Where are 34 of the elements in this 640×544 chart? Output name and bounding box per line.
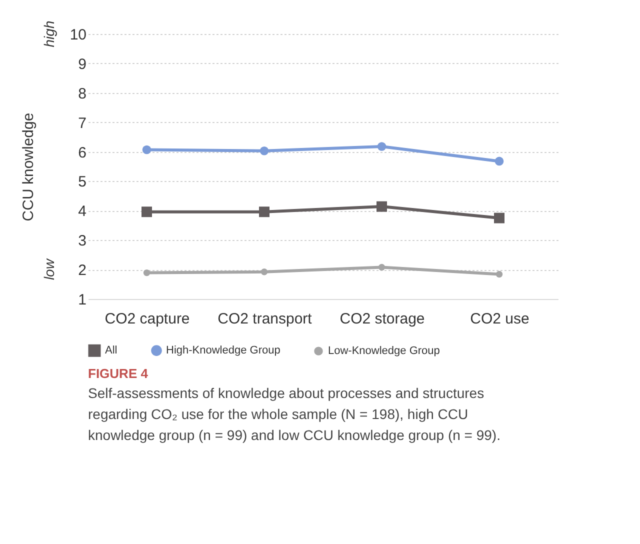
point [496, 270, 503, 278]
legend-label: All [105, 344, 118, 357]
y-tick-label: 8 [78, 85, 86, 102]
y-tick-label: 1 [78, 292, 86, 308]
x-tick-label: CO2 capture [104, 310, 190, 328]
point [143, 269, 150, 276]
point [142, 145, 152, 154]
x-tick-label: CO2 use [470, 310, 530, 328]
legend-label: Low-Knowledge Group [328, 345, 440, 358]
text: Self-assessments of knowledge about processes and structures regarding CO₂ use for the whole sample (N = 198), high CCU knowledge group (n = 99) and low CCU knowledge group (n = 99). [88, 385, 500, 443]
point [494, 156, 504, 166]
y-tick-label: 9 [78, 56, 86, 73]
y-tick-label: 10 [70, 26, 86, 44]
point [378, 264, 386, 271]
point [260, 146, 269, 156]
y-tick-label: 3 [78, 232, 86, 250]
legend-label: High-Knowledge Group [166, 344, 280, 357]
y-tick-label: 5 [78, 174, 86, 191]
y-axis-title: CCU knowledge [20, 112, 37, 222]
caption: FIGURE 4 [88, 366, 149, 381]
x-tick-label: CO2 transport [218, 310, 313, 328]
x-tick-label: CO2 storage [340, 310, 425, 328]
y-tick-label: 4 [78, 203, 86, 220]
y-tick-label: 2 [78, 262, 86, 280]
point [494, 212, 504, 224]
y-tick-label: 6 [78, 144, 86, 162]
point [376, 201, 387, 212]
y-tick-label: 7 [78, 114, 86, 132]
point [259, 206, 270, 218]
text: low [41, 258, 57, 280]
point [142, 206, 152, 218]
text: high [41, 20, 57, 48]
point [377, 142, 386, 151]
point [260, 268, 268, 276]
